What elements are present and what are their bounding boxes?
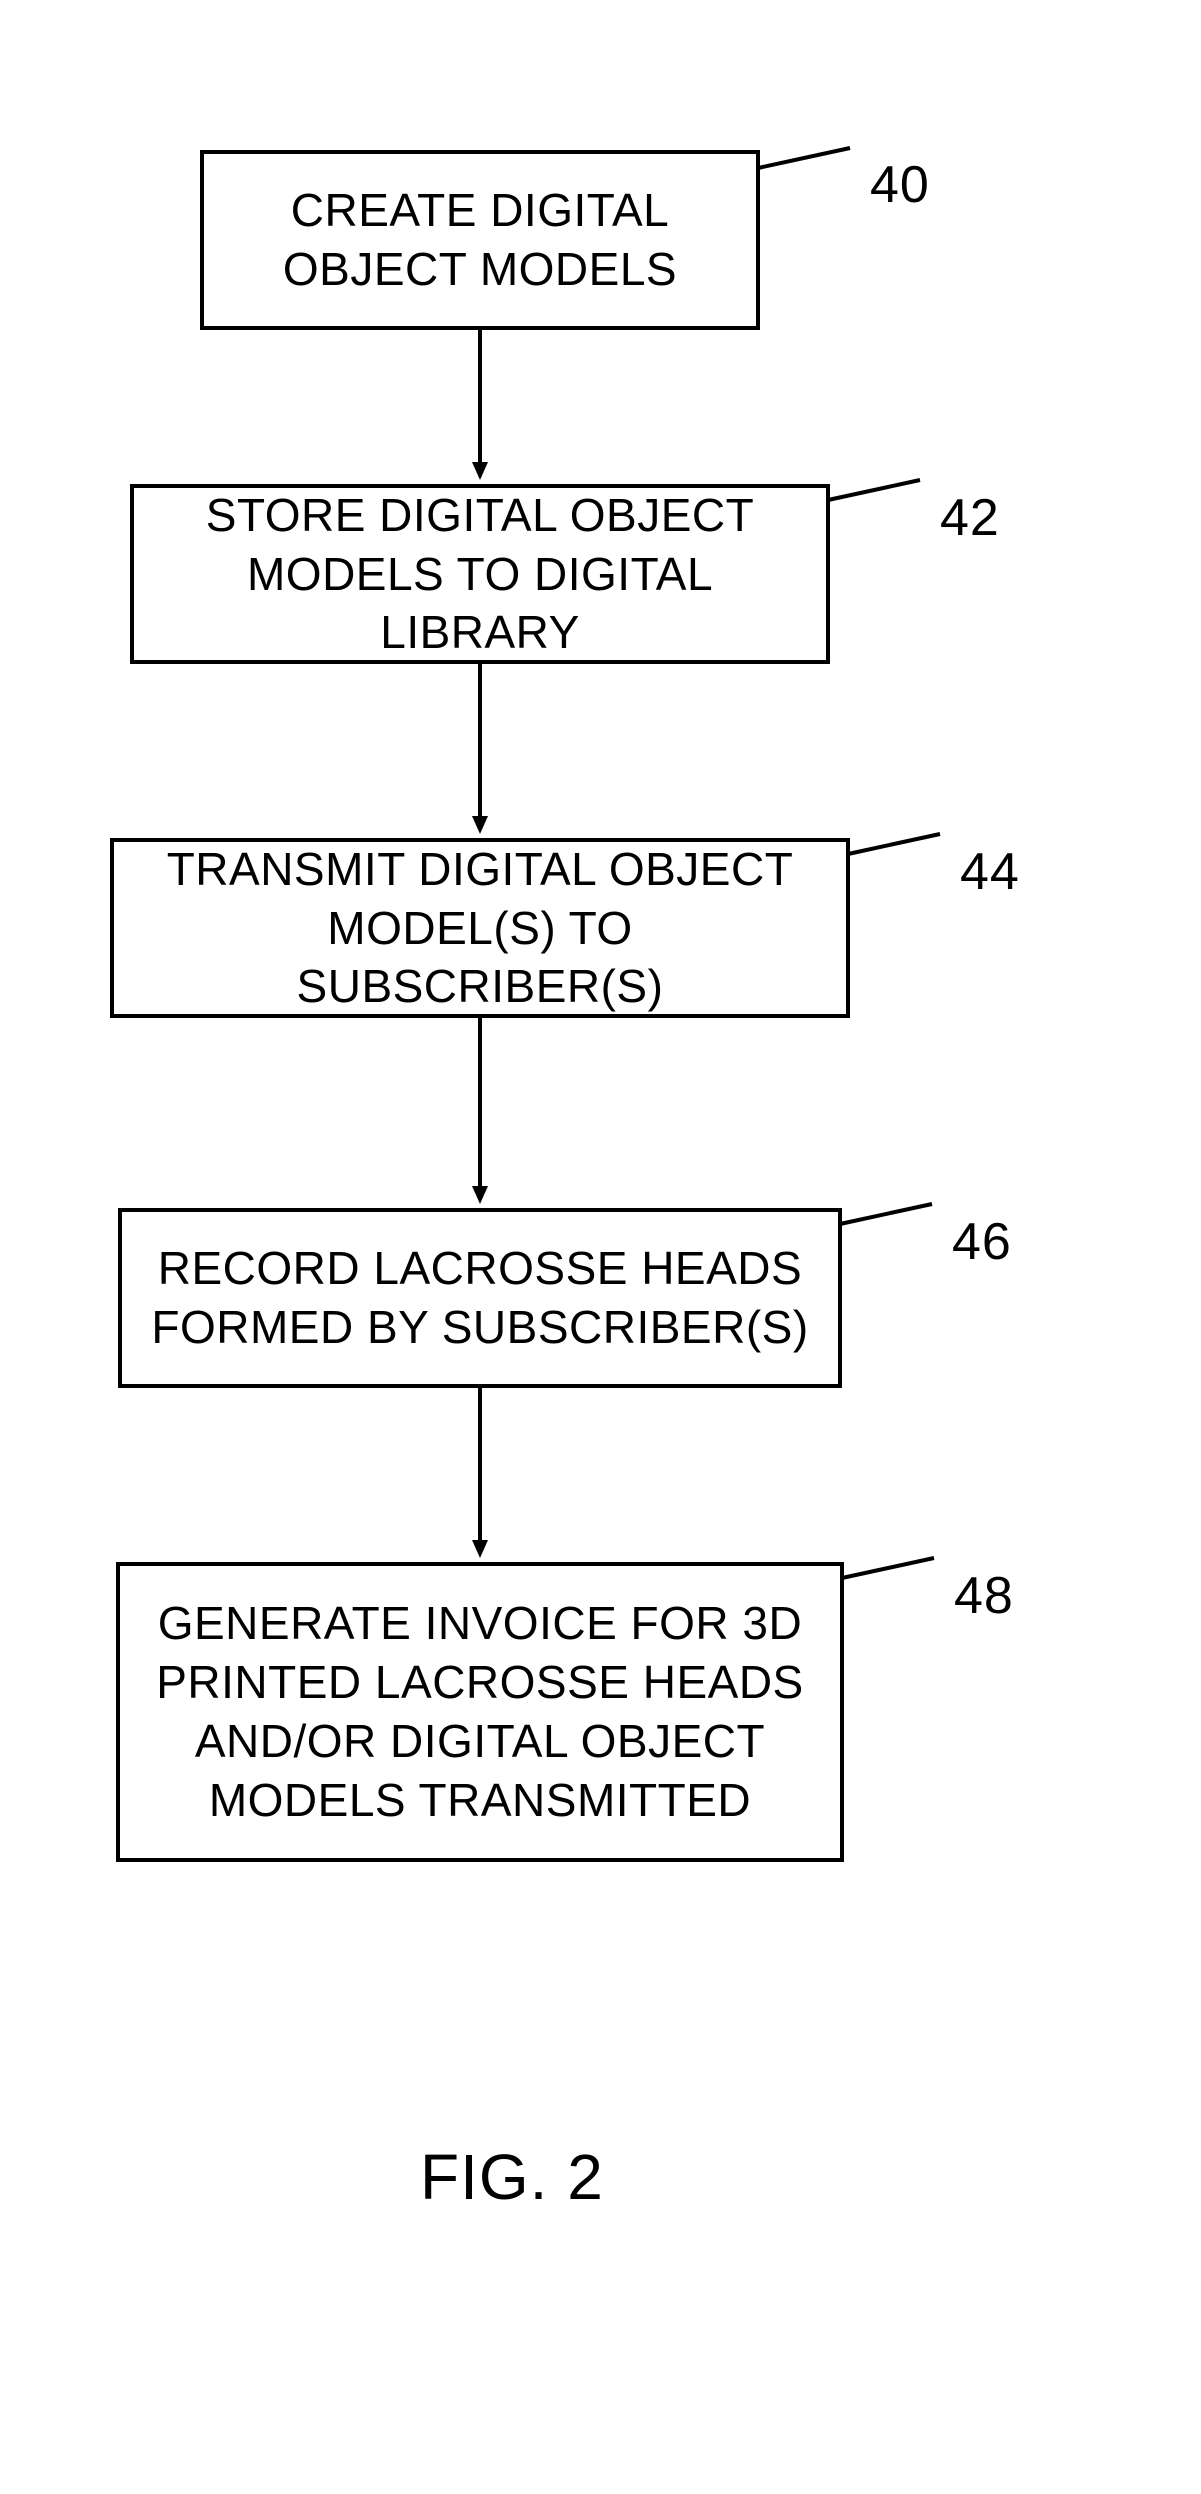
leader-44 bbox=[848, 834, 940, 854]
leader-40 bbox=[758, 148, 850, 168]
flow-step-44: TRANSMIT DIGITAL OBJECTMODEL(S) TO SUBSC… bbox=[110, 838, 850, 1018]
ref-label-48: 48 bbox=[954, 1566, 1014, 1626]
flow-step-40-text: CREATE DIGITALOBJECT MODELS bbox=[283, 181, 677, 299]
ref-label-44: 44 bbox=[960, 842, 1020, 902]
flow-step-48: GENERATE INVOICE FOR 3DPRINTED LACROSSE … bbox=[116, 1562, 844, 1862]
ref-label-42: 42 bbox=[940, 488, 1000, 548]
ref-label-46: 46 bbox=[952, 1212, 1012, 1272]
flow-step-46: RECORD LACROSSE HEADSFORMED BY SUBSCRIBE… bbox=[118, 1208, 842, 1388]
flow-step-48-text: GENERATE INVOICE FOR 3DPRINTED LACROSSE … bbox=[156, 1594, 803, 1830]
leader-48 bbox=[842, 1558, 934, 1578]
leader-42 bbox=[828, 480, 920, 500]
leader-46 bbox=[840, 1204, 932, 1224]
flow-step-40: CREATE DIGITALOBJECT MODELS bbox=[200, 150, 760, 330]
flow-step-46-text: RECORD LACROSSE HEADSFORMED BY SUBSCRIBE… bbox=[151, 1239, 808, 1357]
figure-caption: FIG. 2 bbox=[420, 2140, 604, 2214]
flow-step-42-text: STORE DIGITAL OBJECTMODELS TO DIGITAL LI… bbox=[162, 486, 798, 663]
figure-page: CREATE DIGITALOBJECT MODELS 40 STORE DIG… bbox=[0, 0, 1201, 2494]
flow-step-42: STORE DIGITAL OBJECTMODELS TO DIGITAL LI… bbox=[130, 484, 830, 664]
ref-label-40: 40 bbox=[870, 155, 930, 215]
flow-step-44-text: TRANSMIT DIGITAL OBJECTMODEL(S) TO SUBSC… bbox=[142, 840, 818, 1017]
